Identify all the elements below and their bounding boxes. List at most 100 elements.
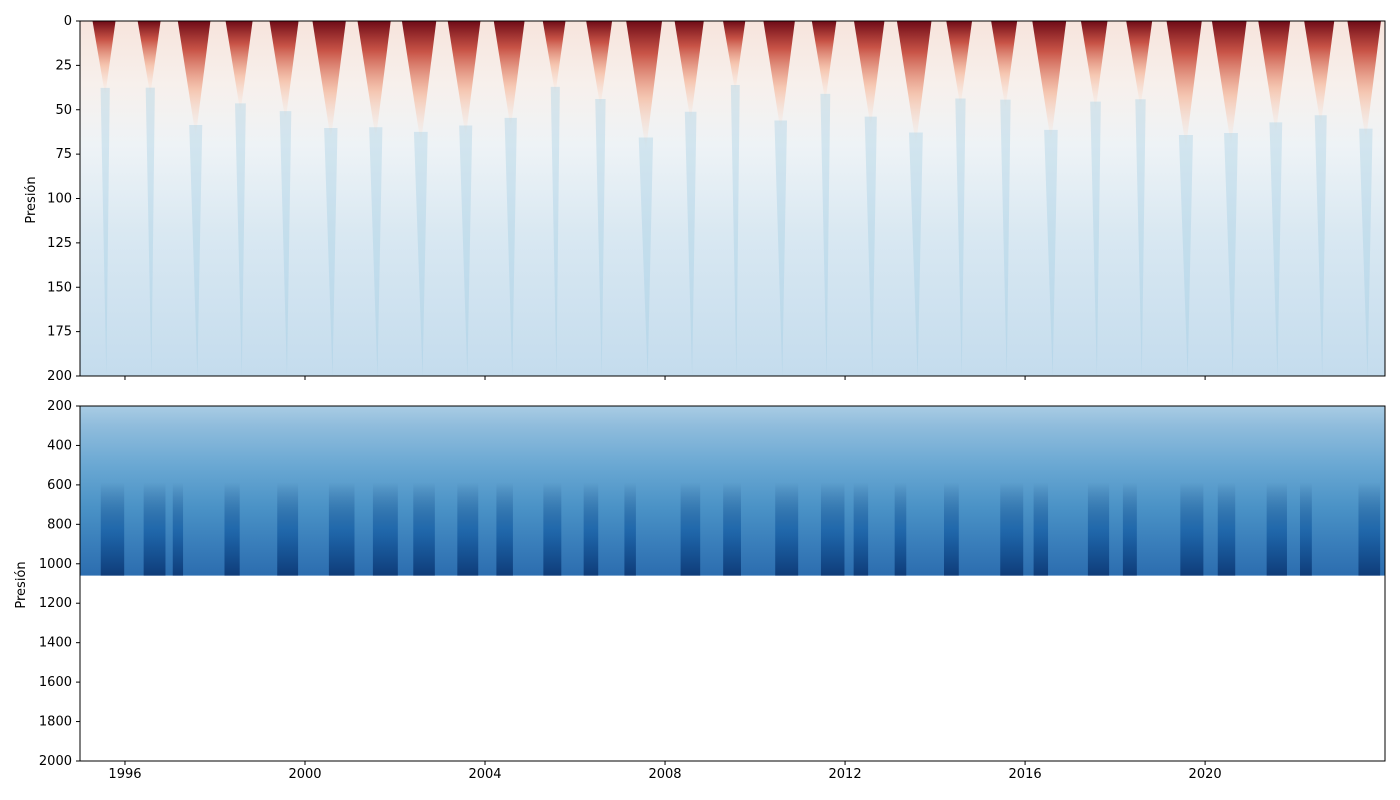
deep-streak — [1087, 482, 1110, 576]
warm-streak — [357, 21, 391, 140]
cool-streak — [189, 124, 203, 376]
warm-streak — [312, 21, 346, 140]
top-y-tick-label: 50 — [55, 103, 72, 118]
cool-streak — [145, 87, 155, 376]
deep-streak — [277, 482, 299, 576]
bottom-x-tick-label: 2020 — [1189, 767, 1222, 782]
bottom-y-tick-label: 1200 — [39, 596, 72, 611]
cool-streak — [1224, 133, 1238, 376]
warm-streak — [1347, 21, 1381, 141]
cool-streak — [100, 87, 110, 376]
warm-streak — [137, 21, 161, 96]
cool-streak — [1090, 101, 1101, 376]
warm-streak — [674, 21, 704, 122]
cool-streak — [1135, 99, 1146, 376]
cool-streak — [1269, 122, 1283, 376]
bottom-deep-streaks — [100, 482, 1381, 576]
bottom-y-tick-label: 1600 — [39, 675, 72, 690]
cool-streak — [730, 85, 740, 376]
cool-streak — [595, 99, 606, 376]
deep-streak — [372, 482, 398, 576]
warm-streak — [626, 21, 663, 151]
cool-streak — [550, 86, 560, 376]
top-y-tick-label: 25 — [55, 58, 72, 73]
cool-streak — [459, 125, 473, 376]
deep-streak — [624, 482, 636, 576]
deep-streak — [1000, 482, 1024, 576]
warm-streak — [811, 21, 837, 103]
cool-streak — [1000, 99, 1011, 376]
bottom-x-tick-label: 2008 — [648, 767, 681, 782]
deep-streak — [496, 482, 513, 576]
cool-streak — [1314, 115, 1327, 376]
warm-streak — [1211, 21, 1247, 146]
bottom-y-tick-label: 1400 — [39, 636, 72, 651]
deep-streak — [680, 482, 701, 576]
cool-streak — [235, 103, 246, 376]
warm-streak — [401, 21, 437, 145]
cool-streak — [774, 120, 788, 376]
bottom-x-tick-label: 2000 — [288, 767, 321, 782]
warm-streak — [269, 21, 299, 122]
bottom-y-tick-label: 1000 — [39, 557, 72, 572]
top-y-tick-label: 0 — [64, 14, 72, 29]
deep-streak — [1122, 482, 1137, 576]
bottom-y-axis: 200 400 600 800 1000 1200 1400 1600 1800 2000 — [39, 399, 80, 769]
deep-streak — [543, 482, 562, 576]
bottom-panel-frame — [79, 405, 1386, 762]
deep-streak — [1217, 482, 1236, 576]
deep-streak — [943, 482, 959, 576]
bottom-y-tick-label: 2000 — [39, 754, 72, 769]
warm-streak — [853, 21, 885, 128]
deep-streak — [723, 482, 741, 576]
warm-streak — [542, 21, 566, 95]
deep-streak — [853, 482, 869, 576]
bottom-x-tick-label: 2004 — [468, 767, 501, 782]
warm-streak — [1258, 21, 1291, 134]
top-heatmap-background — [80, 21, 1385, 376]
warm-streak — [1304, 21, 1335, 126]
deep-streak — [894, 482, 907, 576]
cool-streak — [369, 127, 383, 376]
warm-streak — [493, 21, 525, 129]
warm-streak — [1032, 21, 1067, 142]
warm-streak — [1080, 21, 1108, 111]
warm-streak — [447, 21, 481, 138]
deep-streak — [413, 482, 435, 576]
deep-streak — [820, 482, 845, 576]
warm-streak — [1126, 21, 1153, 108]
warm-streak — [586, 21, 613, 108]
cool-streak — [908, 132, 923, 376]
cool-streak — [413, 131, 428, 376]
warm-streak — [991, 21, 1018, 109]
top-y-tick-label: 175 — [47, 325, 72, 340]
deep-streak — [1180, 482, 1204, 576]
bottom-y-axis-label: Presión — [14, 561, 29, 608]
warm-streak — [723, 21, 746, 93]
top-y-tick-label: 75 — [55, 147, 72, 162]
cool-streak — [1044, 129, 1058, 376]
deep-streak — [1299, 482, 1312, 576]
bottom-y-tick-label: 200 — [47, 399, 72, 414]
cool-streak — [504, 117, 517, 376]
bottom-x-axis: 1996 2000 2004 2008 2012 2016 2020 — [108, 761, 1222, 782]
top-y-axis: 0 25 50 75 100 125 150 175 200 — [47, 14, 80, 384]
deep-streak — [1266, 482, 1287, 576]
cool-streak — [638, 137, 654, 376]
bottom-y-tick-label: 1800 — [39, 715, 72, 730]
top-y-tick-label: 100 — [47, 192, 72, 207]
cool-streak — [279, 111, 292, 376]
warm-streak — [1166, 21, 1202, 148]
warm-streak — [896, 21, 932, 145]
cool-streak — [864, 116, 877, 376]
top-panel: 0 25 50 75 100 125 150 175 200 Presión — [24, 14, 1386, 384]
bottom-x-tick-label: 1996 — [108, 767, 141, 782]
bottom-y-tick-label: 400 — [47, 438, 72, 453]
deep-streak — [224, 482, 240, 576]
deep-streak — [172, 482, 184, 576]
deep-streak — [328, 482, 355, 576]
cool-streak — [324, 127, 338, 376]
top-y-tick-label: 200 — [47, 369, 72, 384]
deep-streak — [583, 482, 599, 576]
